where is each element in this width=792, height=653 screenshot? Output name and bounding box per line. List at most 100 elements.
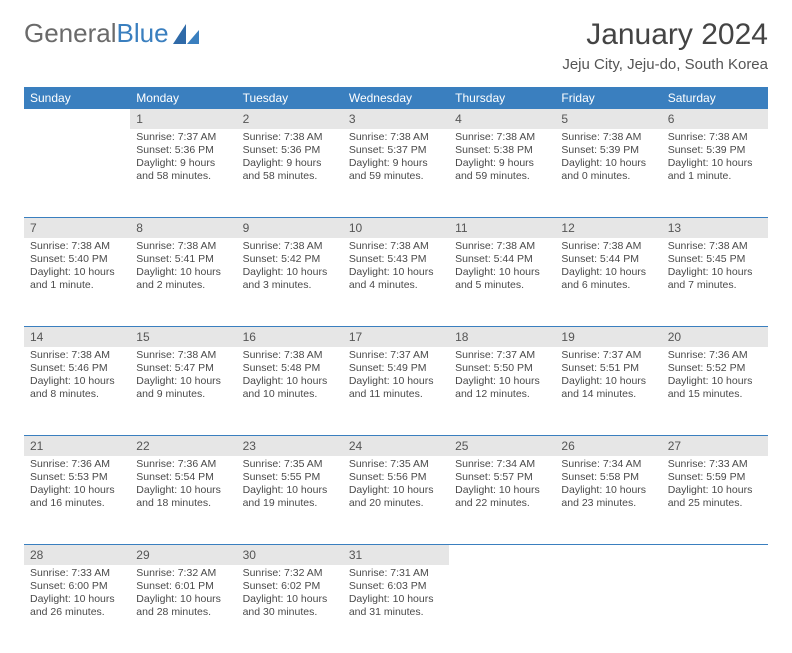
day-cell: Sunrise: 7:36 AMSunset: 5:54 PMDaylight:… bbox=[130, 456, 236, 545]
weekday-header: Monday bbox=[130, 87, 236, 109]
day-detail-line: Sunset: 5:55 PM bbox=[243, 471, 337, 484]
weekday-header: Saturday bbox=[662, 87, 768, 109]
day-number: 17 bbox=[343, 327, 449, 347]
day-cell: Sunrise: 7:38 AMSunset: 5:48 PMDaylight:… bbox=[237, 347, 343, 436]
day-detail-line: Sunrise: 7:35 AM bbox=[349, 458, 443, 471]
day-detail-line: Daylight: 10 hours bbox=[455, 484, 549, 497]
day-detail-line: and 28 minutes. bbox=[136, 606, 230, 619]
day-detail-line: Sunrise: 7:37 AM bbox=[455, 349, 549, 362]
day-detail-line: and 1 minute. bbox=[668, 170, 762, 183]
day-detail-line: and 10 minutes. bbox=[243, 388, 337, 401]
day-number: 16 bbox=[237, 327, 343, 347]
location: Jeju City, Jeju-do, South Korea bbox=[562, 56, 768, 73]
logo-sail-icon bbox=[173, 24, 199, 44]
day-cell: Sunrise: 7:38 AMSunset: 5:42 PMDaylight:… bbox=[237, 238, 343, 327]
logo: GeneralBlue bbox=[24, 18, 199, 49]
day-detail-line: Sunrise: 7:38 AM bbox=[668, 240, 762, 253]
day-detail-line: and 15 minutes. bbox=[668, 388, 762, 401]
day-detail-line: Daylight: 9 hours bbox=[349, 157, 443, 170]
day-detail-line: Sunrise: 7:38 AM bbox=[349, 131, 443, 144]
day-detail-line: Sunrise: 7:33 AM bbox=[668, 458, 762, 471]
day-detail-line: and 0 minutes. bbox=[561, 170, 655, 183]
day-detail-line: Sunset: 5:36 PM bbox=[243, 144, 337, 157]
day-number: 12 bbox=[555, 218, 661, 238]
day-cell: Sunrise: 7:35 AMSunset: 5:55 PMDaylight:… bbox=[237, 456, 343, 545]
day-detail-line: Sunset: 6:00 PM bbox=[30, 580, 124, 593]
day-cell: Sunrise: 7:38 AMSunset: 5:44 PMDaylight:… bbox=[449, 238, 555, 327]
day-cell: Sunrise: 7:36 AMSunset: 5:52 PMDaylight:… bbox=[662, 347, 768, 436]
day-detail-line: Sunset: 5:59 PM bbox=[668, 471, 762, 484]
day-detail-line: Daylight: 10 hours bbox=[349, 266, 443, 279]
day-number: 31 bbox=[343, 545, 449, 565]
day-detail-line: Sunrise: 7:37 AM bbox=[136, 131, 230, 144]
day-detail-line: Sunset: 5:44 PM bbox=[561, 253, 655, 266]
day-detail-line: Sunset: 5:39 PM bbox=[561, 144, 655, 157]
day-detail-line: Sunset: 5:46 PM bbox=[30, 362, 124, 375]
day-detail-line: Sunrise: 7:38 AM bbox=[561, 240, 655, 253]
day-number: 11 bbox=[449, 218, 555, 238]
day-detail-line: Daylight: 10 hours bbox=[136, 593, 230, 606]
day-number bbox=[24, 109, 130, 129]
day-detail-line: Daylight: 10 hours bbox=[30, 593, 124, 606]
day-number: 29 bbox=[130, 545, 236, 565]
day-detail-line: Daylight: 10 hours bbox=[561, 157, 655, 170]
day-detail-line: and 8 minutes. bbox=[30, 388, 124, 401]
day-cell: Sunrise: 7:33 AMSunset: 5:59 PMDaylight:… bbox=[662, 456, 768, 545]
day-detail-line: Daylight: 10 hours bbox=[668, 157, 762, 170]
day-detail-line: Sunset: 5:48 PM bbox=[243, 362, 337, 375]
day-number: 21 bbox=[24, 436, 130, 456]
day-detail-line: Sunrise: 7:31 AM bbox=[349, 567, 443, 580]
day-detail-line: and 58 minutes. bbox=[243, 170, 337, 183]
day-number-row: 28293031 bbox=[24, 545, 768, 565]
day-detail-line: Sunrise: 7:38 AM bbox=[30, 240, 124, 253]
day-detail-line: Daylight: 9 hours bbox=[455, 157, 549, 170]
day-number: 23 bbox=[237, 436, 343, 456]
day-detail-line: Sunset: 6:03 PM bbox=[349, 580, 443, 593]
day-cell: Sunrise: 7:32 AMSunset: 6:02 PMDaylight:… bbox=[237, 565, 343, 653]
day-detail-line: Sunrise: 7:38 AM bbox=[136, 240, 230, 253]
day-detail-line: Daylight: 10 hours bbox=[668, 375, 762, 388]
day-detail-line: Daylight: 10 hours bbox=[243, 266, 337, 279]
day-detail-line: Sunset: 5:52 PM bbox=[668, 362, 762, 375]
day-detail-line: Sunrise: 7:38 AM bbox=[668, 131, 762, 144]
day-number: 14 bbox=[24, 327, 130, 347]
day-detail-line: Sunset: 5:41 PM bbox=[136, 253, 230, 266]
day-detail-line: Sunset: 5:54 PM bbox=[136, 471, 230, 484]
day-detail-line: Sunset: 6:02 PM bbox=[243, 580, 337, 593]
day-detail-line: and 9 minutes. bbox=[136, 388, 230, 401]
day-detail-line: Sunset: 5:57 PM bbox=[455, 471, 549, 484]
day-detail-line: and 3 minutes. bbox=[243, 279, 337, 292]
day-cell bbox=[555, 565, 661, 653]
day-detail-line: Sunrise: 7:38 AM bbox=[243, 131, 337, 144]
day-detail-line: Daylight: 10 hours bbox=[668, 266, 762, 279]
day-number-row: 21222324252627 bbox=[24, 436, 768, 456]
day-detail-line: Sunrise: 7:34 AM bbox=[561, 458, 655, 471]
day-detail-line: Daylight: 10 hours bbox=[136, 266, 230, 279]
day-cell: Sunrise: 7:38 AMSunset: 5:47 PMDaylight:… bbox=[130, 347, 236, 436]
day-number: 15 bbox=[130, 327, 236, 347]
day-detail-line: Daylight: 10 hours bbox=[30, 375, 124, 388]
day-detail-line: Daylight: 10 hours bbox=[243, 375, 337, 388]
day-number: 7 bbox=[24, 218, 130, 238]
day-detail-line: Daylight: 9 hours bbox=[136, 157, 230, 170]
day-number bbox=[555, 545, 661, 565]
day-detail-line: and 23 minutes. bbox=[561, 497, 655, 510]
day-number: 24 bbox=[343, 436, 449, 456]
day-detail-line: Sunset: 5:56 PM bbox=[349, 471, 443, 484]
day-detail-line: Sunrise: 7:32 AM bbox=[243, 567, 337, 580]
day-detail-line: Daylight: 10 hours bbox=[136, 484, 230, 497]
day-number: 30 bbox=[237, 545, 343, 565]
day-detail-line: and 20 minutes. bbox=[349, 497, 443, 510]
day-content-row: Sunrise: 7:33 AMSunset: 6:00 PMDaylight:… bbox=[24, 565, 768, 653]
day-content-row: Sunrise: 7:37 AM Sunset: 5:36 PM Daylight:… bbox=[24, 129, 768, 218]
day-number-row: 14151617181920 bbox=[24, 327, 768, 347]
day-detail-line: Sunset: 5:44 PM bbox=[455, 253, 549, 266]
day-detail-line: Daylight: 10 hours bbox=[349, 484, 443, 497]
day-number: 18 bbox=[449, 327, 555, 347]
day-detail-line: Daylight: 10 hours bbox=[668, 484, 762, 497]
day-detail-line: Sunset: 5:37 PM bbox=[349, 144, 443, 157]
day-cell: Sunrise: 7:37 AMSunset: 5:50 PMDaylight:… bbox=[449, 347, 555, 436]
day-detail-line: Sunrise: 7:38 AM bbox=[243, 240, 337, 253]
day-number: 8 bbox=[130, 218, 236, 238]
day-detail-line: Sunrise: 7:38 AM bbox=[243, 349, 337, 362]
